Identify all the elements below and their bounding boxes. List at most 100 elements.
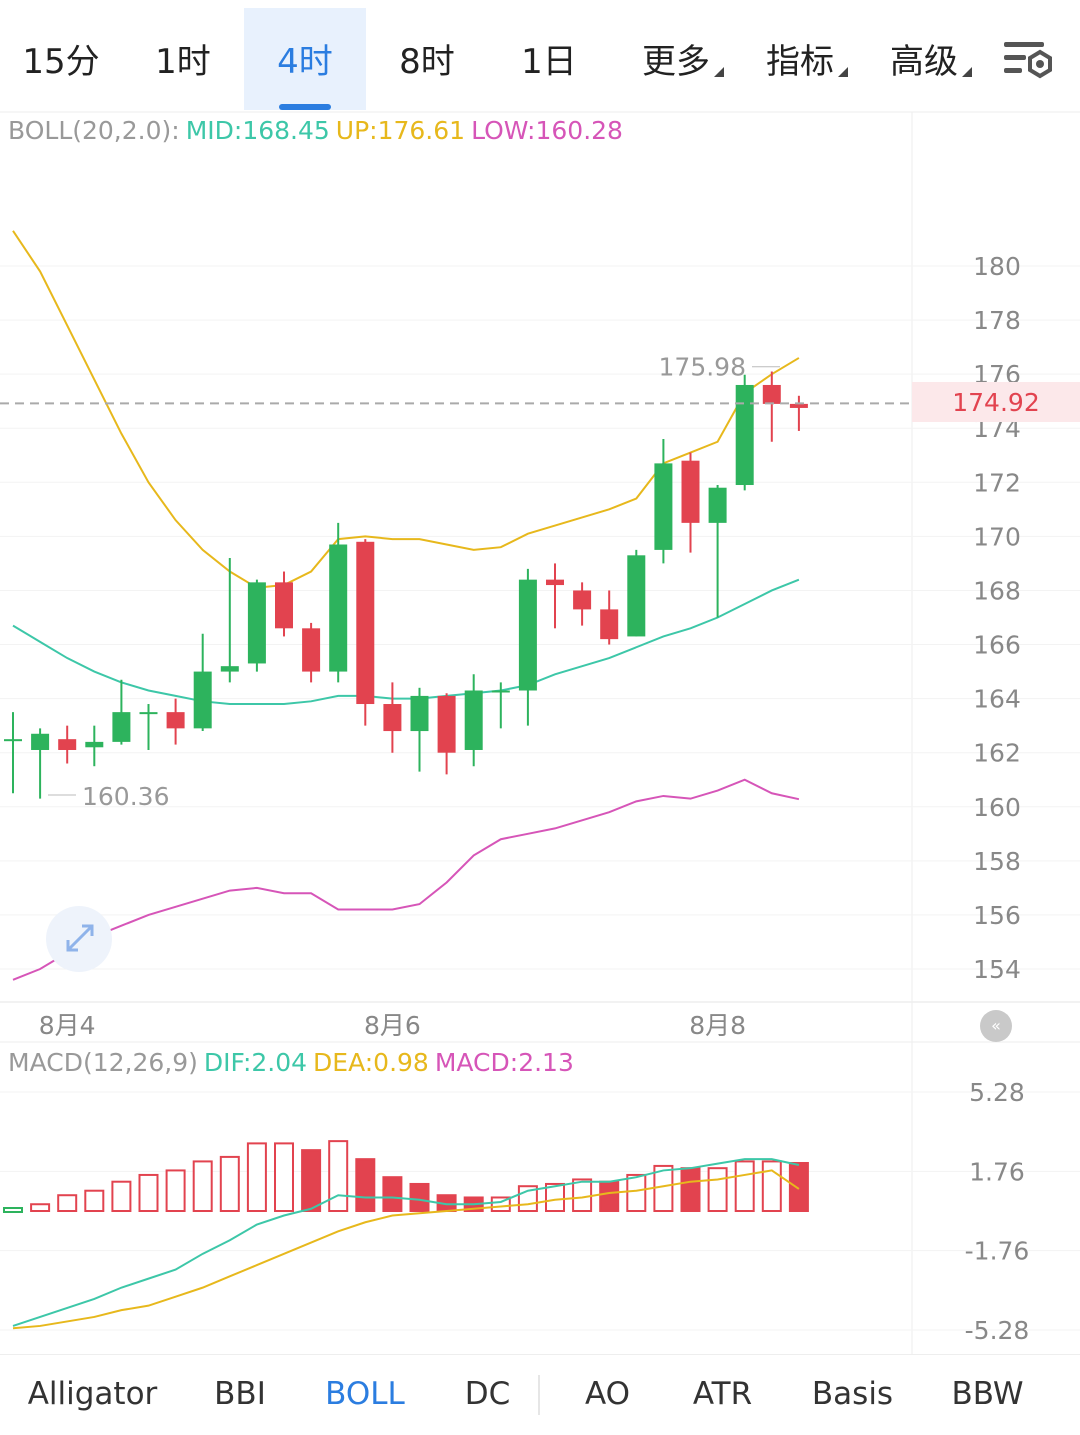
caret-icon bbox=[838, 67, 848, 77]
macd-bar bbox=[788, 1161, 809, 1212]
macd-bar bbox=[30, 1203, 51, 1213]
candle-body bbox=[708, 487, 727, 523]
tab-1d[interactable]: 1日 bbox=[488, 8, 610, 110]
macd-bar bbox=[192, 1160, 213, 1212]
tab-bbw[interactable]: BBW bbox=[951, 1376, 1024, 1412]
candle-body bbox=[85, 741, 104, 748]
y-tick-label: 170 bbox=[973, 522, 1021, 551]
tab-label: 4时 bbox=[277, 42, 333, 82]
macd-dif-line bbox=[12, 1158, 800, 1327]
candle-body bbox=[681, 460, 700, 523]
macd-bar bbox=[274, 1142, 294, 1212]
indicators-menu[interactable]: 指标 bbox=[746, 8, 868, 110]
boll-low-line bbox=[12, 778, 800, 981]
candle-body bbox=[58, 739, 77, 750]
candle-body bbox=[112, 712, 131, 742]
macd-bar bbox=[57, 1194, 78, 1213]
boll-low: LOW:160.28 bbox=[471, 116, 623, 145]
candle-body bbox=[302, 628, 321, 672]
x-tick-label: 8月4 bbox=[39, 1011, 96, 1040]
tab-atr[interactable]: ATR bbox=[692, 1376, 753, 1412]
tab-ao[interactable]: AO bbox=[584, 1376, 631, 1412]
macd-bar bbox=[707, 1167, 728, 1212]
macd-bar bbox=[599, 1180, 620, 1213]
price-chart[interactable]: 1801781761741721701681661641621601581561… bbox=[0, 0, 1080, 1354]
boll-name: BOLL(20,2.0): bbox=[8, 116, 180, 145]
macd-bar bbox=[734, 1160, 755, 1212]
y-tick-label: 168 bbox=[973, 576, 1021, 605]
macd-legend: MACD(12,26,9) DIF:2.04 DEA:0.98 MACD:2.13 bbox=[8, 1048, 580, 1077]
boll-up: UP:176.61 bbox=[335, 116, 466, 145]
y-tick-label: 158 bbox=[973, 847, 1021, 876]
macd-dif: DIF:2.04 bbox=[203, 1048, 308, 1077]
timeframe-bar: 15分 1时 4时 8时 1日 更多 指标 高级 bbox=[0, 0, 1080, 110]
x-tick-label: 8月6 bbox=[364, 1011, 421, 1040]
macd-bar bbox=[138, 1173, 159, 1213]
low-marker-label: 160.36 bbox=[82, 782, 169, 811]
indicators-label: 指标 bbox=[766, 42, 834, 82]
boll-mid: MID:168.45 bbox=[185, 116, 330, 145]
candle-body bbox=[789, 403, 808, 408]
macd-bar bbox=[409, 1182, 430, 1213]
indicator-tabs: Alligator BBI BOLL DC AO ATR Basis BBW bbox=[0, 1354, 1080, 1435]
candle-body bbox=[31, 733, 50, 750]
candle-body bbox=[518, 579, 537, 691]
tab-8h[interactable]: 8时 bbox=[366, 8, 488, 110]
caret-icon bbox=[714, 67, 724, 77]
tab-bbi[interactable]: BBI bbox=[214, 1376, 266, 1412]
tab-label: 15分 bbox=[22, 42, 100, 82]
boll-up-line bbox=[12, 230, 800, 589]
expand-button[interactable] bbox=[46, 906, 112, 972]
candle-body bbox=[4, 739, 22, 742]
current-price-tag: 174.92 bbox=[912, 382, 1080, 422]
high-marker-label: 175.98 bbox=[659, 353, 746, 382]
candle-body bbox=[247, 582, 266, 664]
tab-basis[interactable]: Basis bbox=[811, 1376, 894, 1412]
y-tick-label: 154 bbox=[973, 955, 1021, 984]
candle-body bbox=[437, 695, 456, 753]
macd-bar bbox=[328, 1140, 349, 1212]
advanced-menu[interactable]: 高级 bbox=[870, 8, 992, 110]
macd-bar bbox=[246, 1142, 267, 1212]
candle-body bbox=[627, 555, 646, 637]
chart-settings-icon[interactable] bbox=[1000, 38, 1056, 86]
boll-mid-line bbox=[12, 578, 800, 706]
tab-4h[interactable]: 4时 bbox=[244, 8, 366, 110]
candle-body bbox=[220, 666, 239, 672]
tab-1h[interactable]: 1时 bbox=[122, 8, 244, 110]
tab-label: 1时 bbox=[155, 42, 211, 82]
macd-y-tick-label: -5.28 bbox=[965, 1316, 1030, 1345]
y-tick-label: 166 bbox=[973, 631, 1021, 660]
candle-body bbox=[329, 544, 348, 672]
rewind-to-start-button[interactable]: « bbox=[980, 1010, 1012, 1042]
more-label: 更多 bbox=[642, 42, 710, 82]
macd-bar bbox=[111, 1180, 132, 1213]
macd-value: MACD:2.13 bbox=[434, 1048, 574, 1077]
candle-body bbox=[383, 704, 402, 732]
candle-body bbox=[464, 690, 483, 750]
candle-body bbox=[410, 695, 429, 732]
macd-bar bbox=[219, 1155, 240, 1212]
candle-body bbox=[356, 541, 375, 705]
tab-alligator[interactable]: Alligator bbox=[27, 1376, 158, 1412]
tab-dc[interactable]: DC bbox=[464, 1376, 511, 1412]
tab-15m[interactable]: 15分 bbox=[0, 8, 122, 110]
candle-body bbox=[573, 590, 592, 610]
candle-body bbox=[735, 384, 754, 486]
macd-y-tick-label: 5.28 bbox=[969, 1078, 1025, 1107]
candle-body bbox=[275, 582, 293, 629]
boll-legend: BOLL(20,2.0): MID:168.45 UP:176.61 LOW:160.… bbox=[8, 116, 629, 145]
macd-bar bbox=[355, 1158, 376, 1212]
macd-bar bbox=[761, 1160, 782, 1212]
more-menu[interactable]: 更多 bbox=[622, 8, 744, 110]
candle-body bbox=[139, 712, 158, 715]
tab-divider bbox=[538, 1375, 540, 1415]
x-tick-label: 8月8 bbox=[689, 1011, 746, 1040]
macd-dea-line bbox=[12, 1169, 800, 1330]
macd-bar bbox=[84, 1189, 105, 1213]
tab-boll[interactable]: BOLL bbox=[325, 1376, 405, 1412]
y-tick-label: 180 bbox=[973, 252, 1021, 281]
candle-body bbox=[654, 463, 673, 550]
tab-label: 8时 bbox=[399, 42, 455, 82]
tab-label: 1日 bbox=[521, 42, 577, 82]
